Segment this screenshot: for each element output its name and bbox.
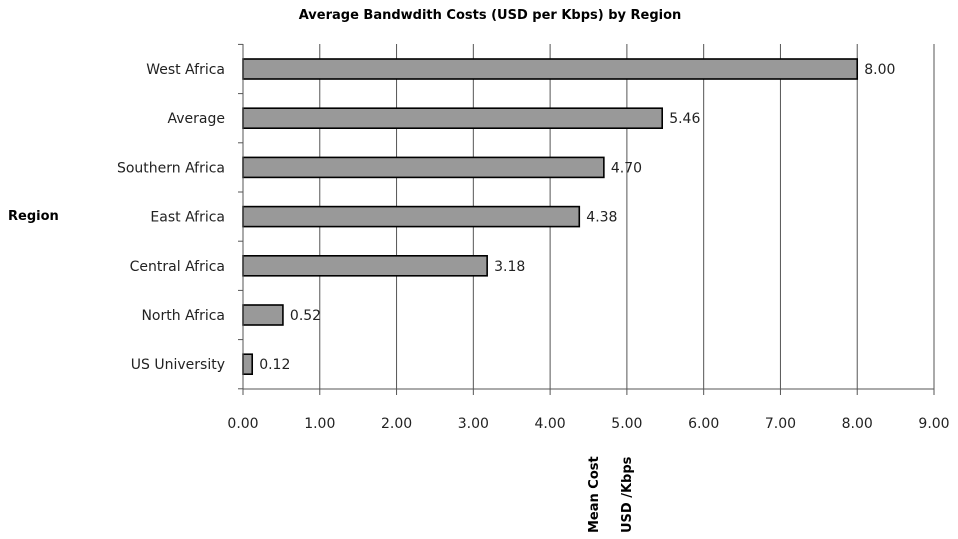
x-tick-label: 8.00 xyxy=(842,416,873,432)
data-label: 0.12 xyxy=(259,357,290,373)
x-tick-label: 9.00 xyxy=(918,416,949,432)
x-tick-label: 2.00 xyxy=(381,416,412,432)
bar xyxy=(242,107,664,129)
bar xyxy=(242,304,284,326)
data-label: 0.52 xyxy=(290,308,321,324)
bar xyxy=(242,353,254,376)
gridlines xyxy=(319,44,935,389)
bars: 8.00 5.46 4.70 4.38 3.18 0.52 0.12 xyxy=(242,58,895,376)
category-labels: West Africa Average Southern Africa East Af… xyxy=(117,62,225,373)
bar xyxy=(242,58,859,80)
category-label: North Africa xyxy=(141,308,225,324)
x-tick-label: 4.00 xyxy=(535,416,566,432)
y-axis-title: Region xyxy=(8,209,59,224)
data-label: 3.18 xyxy=(494,259,525,275)
x-axis-title-line-1: Mean Cost xyxy=(587,456,602,533)
data-label: 5.46 xyxy=(669,111,700,127)
category-label: Average xyxy=(168,111,226,127)
data-label: 4.70 xyxy=(611,160,642,176)
data-label: 8.00 xyxy=(864,62,895,78)
x-tick-label: 1.00 xyxy=(304,416,335,432)
x-tick-labels: 0.00 1.00 2.00 3.00 4.00 5.00 6.00 7.00 8.00 9.00 xyxy=(227,416,949,432)
category-label: Central Africa xyxy=(130,259,225,275)
category-label: West Africa xyxy=(146,62,225,78)
category-label: Southern Africa xyxy=(117,160,225,176)
x-tick-label: 7.00 xyxy=(765,416,796,432)
x-tick-label: 6.00 xyxy=(688,416,719,432)
category-label: US University xyxy=(131,357,225,373)
x-tick-label: 0.00 xyxy=(227,416,258,432)
x-tick-label: 5.00 xyxy=(611,416,642,432)
x-tick-label: 3.00 xyxy=(458,416,489,432)
x-axis-title-line-2: USD /Kbps xyxy=(620,456,635,533)
axes xyxy=(238,43,935,395)
category-label: East Africa xyxy=(150,210,225,226)
data-label: 4.38 xyxy=(586,210,617,226)
chart-title: Average Bandwdith Costs (USD per Kbps) b… xyxy=(299,8,682,23)
bar xyxy=(242,156,605,179)
bar xyxy=(242,255,488,277)
bar xyxy=(242,205,581,228)
